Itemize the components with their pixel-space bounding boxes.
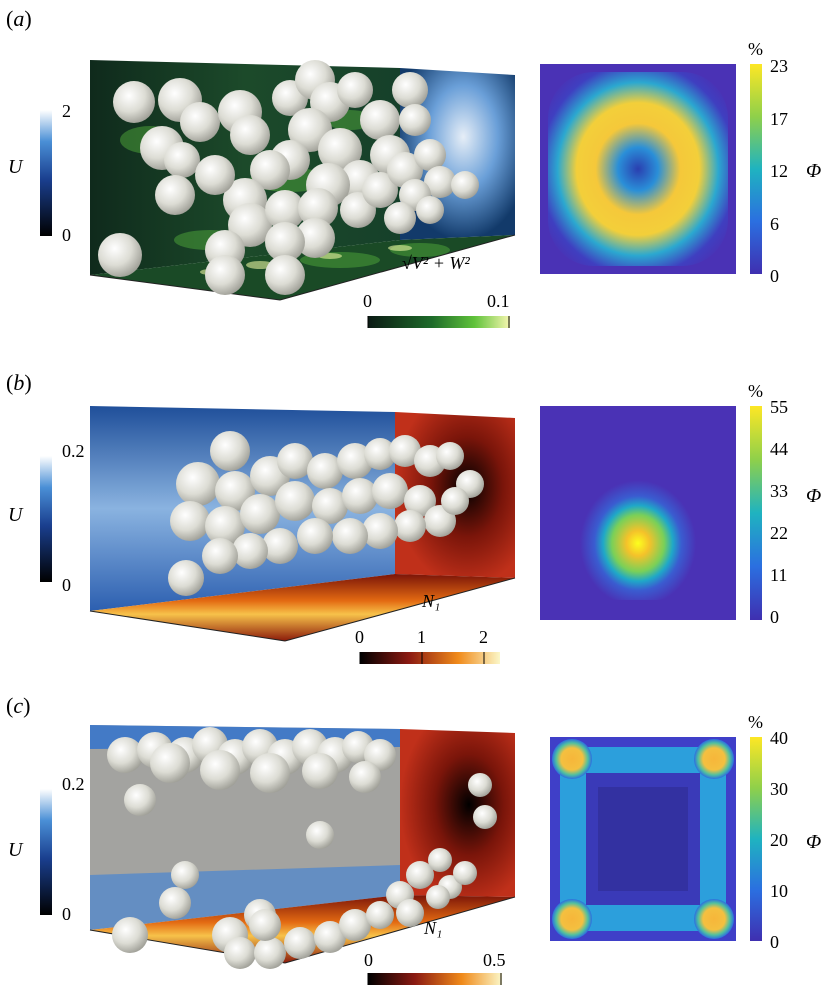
phi-tick-4: 0: [770, 932, 779, 952]
panel-label: (a): [6, 6, 32, 31]
volume-fraction-map: [550, 737, 736, 941]
inplane-colorbar-symbol: N₁: [422, 591, 441, 611]
inplane-colorbar: [359, 652, 500, 664]
phi-tick-4: 0: [770, 266, 779, 286]
phi-tick-0: 40: [770, 728, 788, 748]
inplane-tick-2: 2: [479, 627, 488, 647]
u-colorbar-max: 0.2: [62, 774, 85, 794]
particle-flow-render: [89, 725, 516, 969]
phi-colorbar-unit: %: [748, 381, 763, 401]
inplane-colorbar-symbol: √V² + W²: [402, 253, 470, 273]
phi-colorbar-symbol: Φ: [806, 485, 822, 507]
phi-tick-1: 44: [770, 439, 788, 459]
u-colorbar-max: 0.2: [62, 441, 85, 461]
panel-label: (c): [6, 693, 31, 718]
u-colorbar-min: 0: [62, 225, 71, 245]
volume-fraction-map: [540, 406, 736, 620]
u-colorbar-symbol: U: [8, 839, 23, 861]
figure-panel-c: (c) 0.2 0 U N₁: [0, 665, 830, 986]
phi-tick-0: 55: [770, 397, 788, 417]
phi-colorbar-symbol: Φ: [806, 831, 822, 853]
inplane-tick-0: 0: [355, 627, 364, 647]
inplane-tick-0: 0: [363, 291, 372, 311]
phi-colorbar: [750, 64, 762, 274]
phi-colorbar-unit: %: [748, 712, 763, 732]
inplane-colorbar-symbol: N₁: [424, 918, 443, 938]
inplane-colorbar: [367, 973, 502, 985]
u-colorbar-min: 0: [62, 904, 71, 924]
u-colorbar-symbol: U: [8, 156, 23, 178]
phi-tick-2: 33: [770, 481, 788, 501]
inplane-colorbar: [367, 316, 510, 328]
phi-tick-2: 20: [770, 830, 788, 850]
phi-tick-2: 12: [770, 161, 788, 181]
volume-fraction-map: [540, 64, 736, 274]
phi-colorbar: [750, 406, 762, 620]
phi-tick-4: 11: [770, 565, 788, 585]
inplane-tick-1: 1: [417, 627, 426, 647]
u-colorbar-symbol: U: [8, 504, 23, 526]
phi-tick-3: 6: [770, 214, 779, 234]
panel-label: (b): [6, 370, 32, 395]
phi-tick-3: 10: [770, 881, 788, 901]
particle-flow-render: [89, 406, 516, 642]
phi-tick-1: 30: [770, 779, 788, 799]
phi-tick-1: 17: [770, 109, 788, 129]
figure-panel-b: (b) 0.2 0 U N₁ 0 1 2: [0, 330, 830, 665]
inplane-tick-1: 0.5: [483, 950, 506, 970]
phi-colorbar-unit: %: [748, 39, 763, 59]
inplane-tick-1: 0.1: [487, 291, 510, 311]
phi-tick-3: 22: [770, 523, 788, 543]
u-colorbar: [40, 789, 52, 915]
u-colorbar-min: 0: [62, 575, 71, 595]
phi-colorbar-symbol: Φ: [806, 160, 822, 182]
phi-tick-5: 0: [770, 607, 779, 627]
particle-flow-render: [89, 60, 516, 301]
u-colorbar: [40, 456, 52, 582]
u-colorbar-max: 2: [62, 101, 71, 121]
phi-colorbar: [750, 737, 762, 941]
inplane-tick-0: 0: [364, 950, 373, 970]
phi-tick-0: 23: [770, 56, 788, 76]
figure-panel-a: (a) 2 0 U: [0, 0, 830, 330]
u-colorbar: [40, 110, 52, 236]
